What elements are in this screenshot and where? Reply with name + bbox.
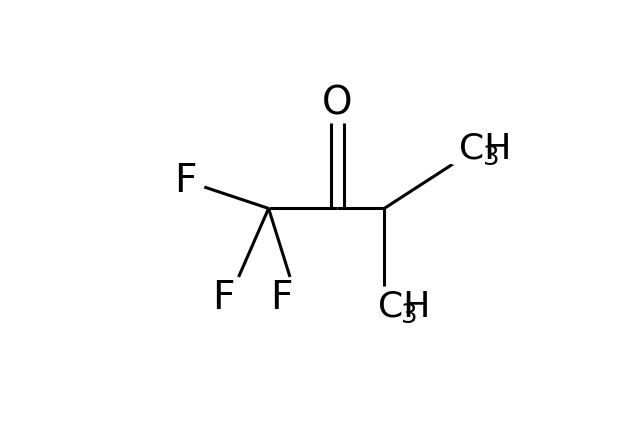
Ellipse shape xyxy=(317,87,356,120)
Ellipse shape xyxy=(440,132,479,165)
Text: F: F xyxy=(174,161,196,200)
Text: F: F xyxy=(212,279,235,317)
Ellipse shape xyxy=(204,282,243,315)
Text: F: F xyxy=(270,279,292,317)
Text: CH: CH xyxy=(460,132,511,165)
Text: 3: 3 xyxy=(401,303,418,329)
Ellipse shape xyxy=(358,291,397,323)
Ellipse shape xyxy=(262,282,301,315)
Text: 3: 3 xyxy=(483,145,499,171)
Ellipse shape xyxy=(166,164,205,197)
Text: CH: CH xyxy=(378,290,430,324)
Text: O: O xyxy=(322,85,353,122)
